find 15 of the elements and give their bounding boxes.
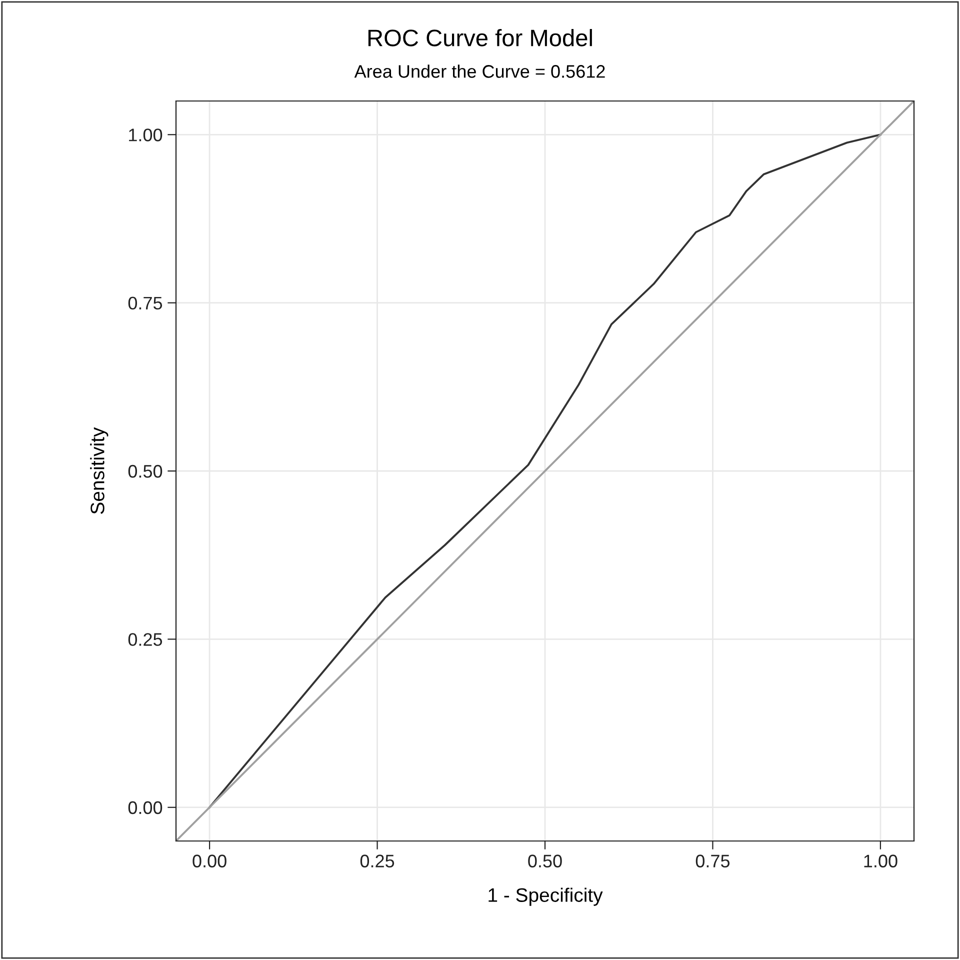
x-tick-label: 0.25	[360, 854, 394, 868]
x-tick-label: 1.00	[864, 854, 898, 868]
x-tick-label: 0.00	[192, 854, 226, 868]
y-tick-label: 0.75	[128, 296, 162, 310]
chart-title: ROC Curve for Model	[368, 28, 592, 46]
y-tick-label: 1.00	[129, 128, 162, 142]
chart-subtitle: Area Under the Curve = 0.5612	[354, 64, 605, 78]
y-tick-label: 0.00	[128, 801, 162, 814]
x-tick-label: 0.75	[696, 854, 730, 868]
x-tick-label: 0.50	[528, 854, 562, 868]
y-tick-label: 0.50	[128, 464, 162, 478]
line-series	[208, 134, 882, 808]
x-axis-title: 1 - Specificity	[488, 888, 603, 906]
y-axis-title: Sensitivity	[90, 427, 108, 514]
y-tick-label: 0.25	[128, 633, 162, 646]
